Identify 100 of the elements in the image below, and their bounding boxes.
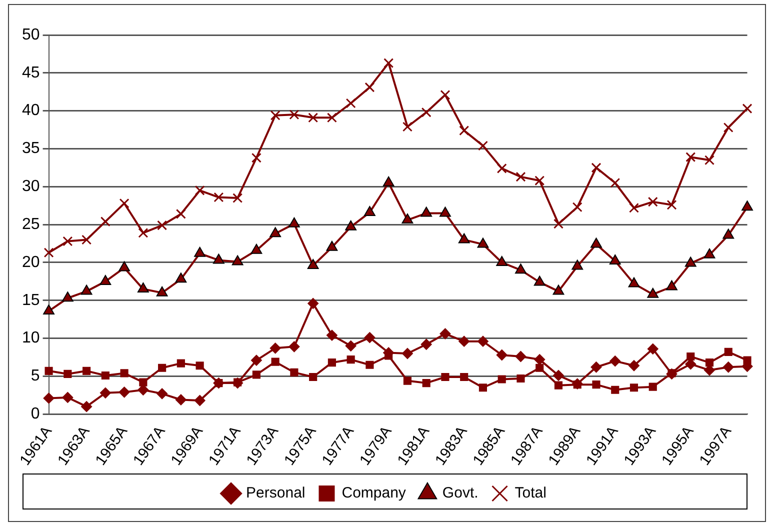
point [742, 104, 752, 114]
point [440, 90, 450, 100]
point [307, 259, 319, 270]
point [62, 392, 74, 403]
point [270, 110, 280, 120]
point [496, 256, 508, 266]
point [382, 176, 394, 186]
y-tick-label: 10 [22, 330, 40, 347]
point [647, 343, 658, 354]
point [288, 341, 300, 352]
point [119, 198, 130, 208]
point [552, 370, 564, 381]
point [723, 122, 734, 133]
point [724, 348, 732, 356]
point [346, 356, 355, 364]
point [516, 374, 525, 383]
point [271, 358, 280, 366]
point [328, 358, 336, 367]
point [100, 274, 112, 285]
legend-label: Total [514, 484, 546, 502]
point [477, 336, 488, 347]
point [647, 288, 659, 298]
point [81, 401, 92, 412]
point [194, 246, 206, 257]
point [384, 58, 394, 68]
point [402, 348, 413, 359]
point [458, 233, 470, 244]
point [498, 375, 506, 384]
point [590, 362, 602, 373]
point [176, 359, 185, 368]
point [477, 238, 489, 248]
point [250, 354, 262, 366]
point [420, 338, 432, 350]
point [364, 332, 376, 344]
point [364, 82, 375, 92]
y-tick-label: 35 [22, 140, 40, 158]
point [553, 218, 564, 229]
point [214, 192, 224, 202]
point [403, 376, 412, 385]
point [62, 292, 74, 302]
point [441, 372, 450, 382]
point [156, 388, 168, 400]
point [478, 140, 488, 151]
point [516, 172, 526, 182]
y-tick-label: 45 [22, 64, 40, 82]
point [101, 371, 110, 380]
point [194, 394, 206, 406]
point [440, 206, 451, 217]
point [326, 112, 337, 123]
point [157, 220, 168, 230]
y-tick-label: 5 [30, 368, 40, 385]
point [402, 122, 412, 132]
point [420, 206, 432, 217]
point [460, 372, 468, 382]
point [82, 234, 92, 245]
point [158, 364, 166, 372]
point [64, 370, 72, 378]
point [43, 392, 54, 404]
point [270, 227, 282, 238]
point [139, 378, 148, 386]
point [704, 248, 716, 258]
point [515, 264, 526, 274]
point [705, 358, 714, 367]
point [666, 280, 678, 290]
point [440, 328, 451, 340]
point [250, 244, 262, 254]
point [196, 362, 204, 370]
point [346, 98, 356, 108]
point [290, 368, 298, 376]
point [421, 107, 432, 118]
point [118, 261, 130, 272]
point [611, 386, 620, 394]
point [366, 360, 374, 369]
point [686, 152, 696, 162]
point [422, 379, 430, 388]
point [326, 330, 338, 341]
point [212, 254, 224, 264]
point [308, 298, 319, 309]
point [120, 369, 128, 378]
legend-label: Personal [246, 484, 306, 502]
point [572, 378, 583, 390]
y-tick-label: 40 [22, 102, 40, 120]
point [289, 110, 300, 120]
y-tick-label: 50 [22, 26, 40, 44]
point [496, 350, 508, 360]
point [686, 352, 695, 361]
point [309, 372, 318, 382]
y-tick-label: 20 [22, 254, 40, 271]
point [478, 384, 488, 392]
point [232, 378, 244, 389]
point [630, 384, 638, 392]
point [232, 255, 244, 266]
point [175, 272, 187, 283]
point [666, 200, 677, 210]
legend-label: Company [342, 484, 406, 502]
point [515, 351, 526, 362]
point [722, 362, 734, 373]
point [43, 304, 54, 315]
point [572, 202, 582, 212]
point [496, 163, 507, 174]
